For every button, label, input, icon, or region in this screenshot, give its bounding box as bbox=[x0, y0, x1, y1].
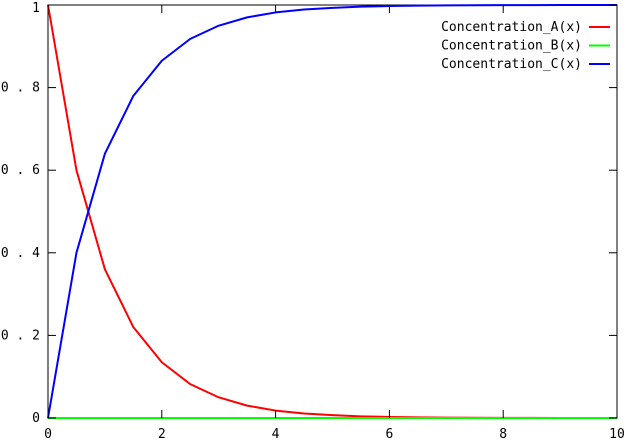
x-tick-label: 10 bbox=[609, 427, 625, 442]
ticks-layer: 0 2 4 6 8 10 0 0 . 2 0 . 4 0 . 6 0 . 8 1 bbox=[1, 1, 625, 442]
series-layer bbox=[47, 4, 618, 419]
x-tick-label: 8 bbox=[499, 427, 507, 442]
x-tick-label: 6 bbox=[385, 427, 393, 442]
x-tick-label: 0 bbox=[44, 427, 52, 442]
y-tick-label: 0 bbox=[32, 411, 40, 426]
y-tick-label: 0 . 8 bbox=[1, 81, 40, 96]
y-tick-label: 0 . 6 bbox=[1, 163, 40, 178]
y-tick-label: 0 . 2 bbox=[1, 328, 40, 343]
legend: Concentration_A(x) Concentration_B(x) Conc… bbox=[441, 20, 610, 72]
x-tick-label: 2 bbox=[158, 427, 166, 442]
series-line-3 bbox=[47, 4, 618, 419]
legend-label-3: Concentration_C(x) bbox=[441, 57, 582, 72]
y-tick-label: 1 bbox=[32, 1, 40, 16]
x-tick-label: 4 bbox=[272, 427, 280, 442]
y-tick-label: 0 . 4 bbox=[1, 246, 40, 261]
legend-label-1: Concentration_A(x) bbox=[441, 20, 582, 35]
legend-label-2: Concentration_B(x) bbox=[441, 39, 582, 54]
